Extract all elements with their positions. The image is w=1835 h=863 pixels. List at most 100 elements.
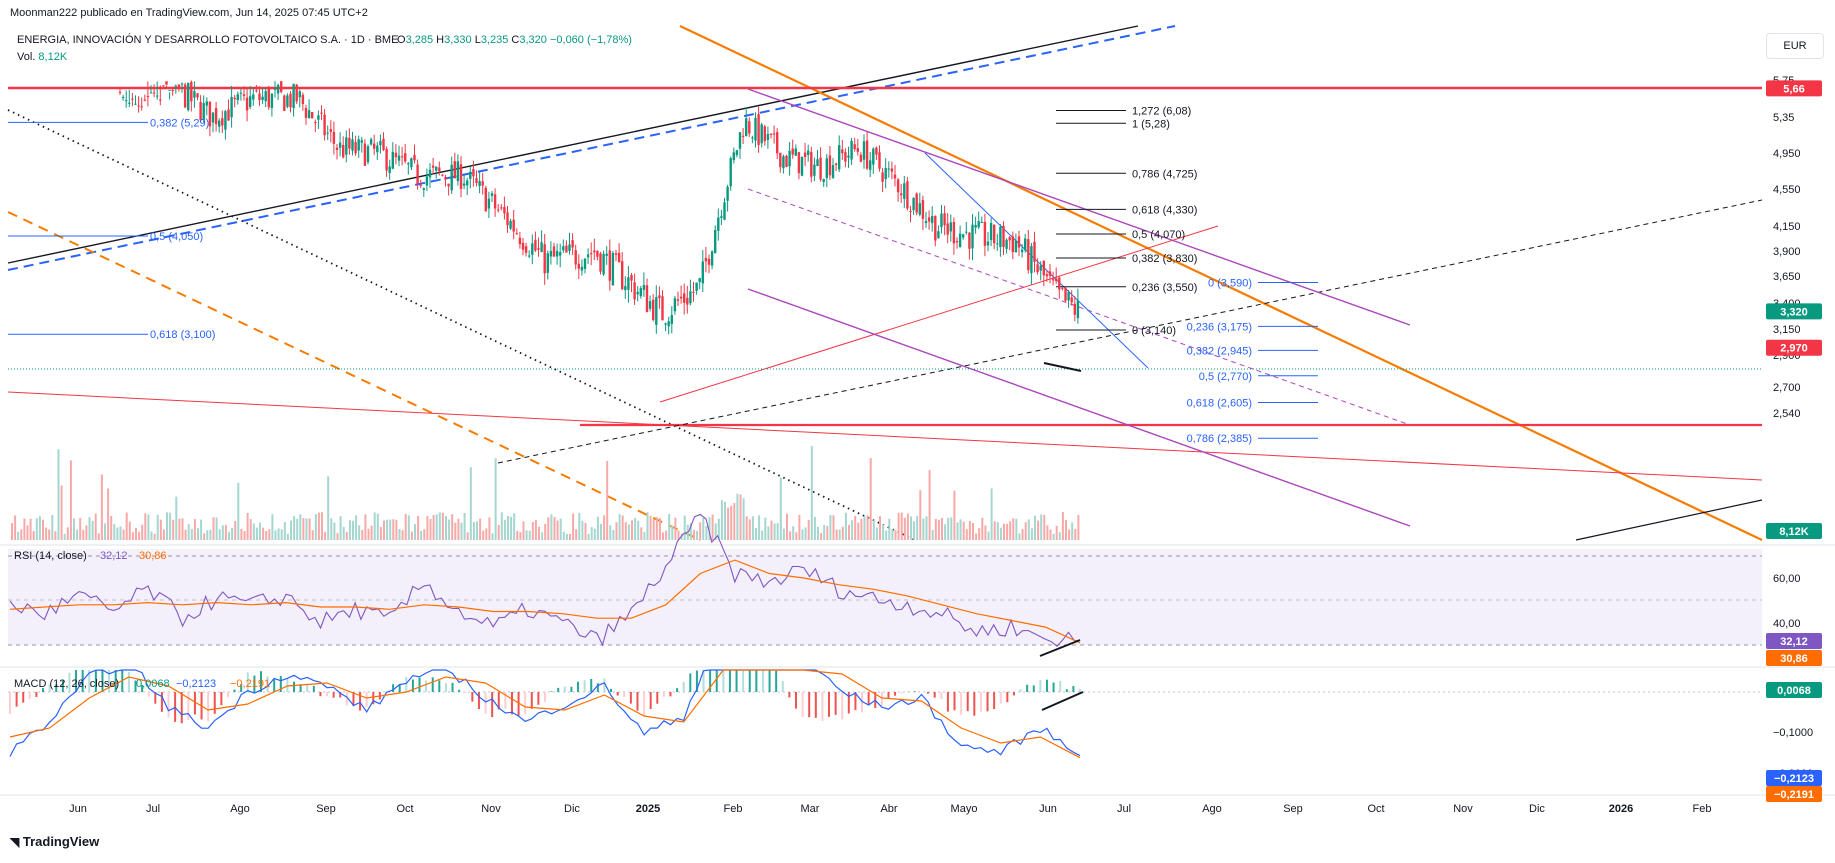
- candle-body: [593, 250, 595, 252]
- volume-bar: [1071, 522, 1073, 540]
- candle-body: [813, 165, 815, 176]
- volume-bar: [411, 532, 413, 540]
- black-future-line: [1576, 500, 1762, 540]
- currency-button[interactable]: EUR: [1766, 33, 1824, 59]
- macd-histogram-bar: [1046, 680, 1048, 692]
- macd-histogram-bar: [835, 692, 837, 715]
- macd-histogram-bar: [168, 692, 170, 718]
- volume-bar: [368, 529, 370, 540]
- macd-divergence-line: [1042, 692, 1083, 710]
- macd-histogram-bar: [828, 692, 830, 717]
- macd-histogram-bar: [1033, 685, 1035, 692]
- volume-bar: [352, 521, 354, 540]
- candle-body: [519, 238, 521, 244]
- candle-body: [280, 81, 282, 92]
- candle-body: [916, 194, 918, 213]
- candle-body: [640, 288, 642, 296]
- macd-histogram-bar: [973, 692, 975, 716]
- volume-bar: [244, 531, 246, 540]
- candle-body: [1027, 239, 1029, 270]
- candle-body: [497, 210, 499, 211]
- candle-body: [1046, 274, 1048, 276]
- candle-body: [463, 184, 465, 186]
- volume-bar: [1059, 532, 1061, 540]
- symbol-name[interactable]: ENERGIA, INNOVACIÓN Y DESARROLLO FOTOVOL…: [17, 34, 398, 46]
- candle-body: [726, 187, 728, 201]
- volume-bar: [256, 528, 258, 540]
- candle-body: [1067, 292, 1069, 300]
- volume-bar: [470, 467, 472, 540]
- volume-bar: [885, 531, 887, 540]
- candle-body: [854, 144, 856, 149]
- volume-bar: [876, 528, 878, 540]
- candle-body: [187, 83, 189, 110]
- volume-bar: [808, 520, 810, 540]
- candle-body: [230, 97, 232, 117]
- volume-bar: [20, 529, 22, 540]
- candle-body: [925, 221, 927, 223]
- time-tick-label: Mar: [801, 803, 820, 815]
- candle-body: [962, 234, 964, 237]
- volume-bar: [764, 518, 766, 540]
- candle-body: [308, 110, 310, 118]
- candle-body: [674, 298, 676, 311]
- change-value: −0,060 (−1,78%): [550, 34, 632, 46]
- tv-brand-text: TradingView: [23, 834, 99, 849]
- candle-body: [134, 104, 136, 105]
- time-tick-label: Jun: [1039, 803, 1057, 815]
- volume-bar: [780, 477, 782, 540]
- macd-histogram-bar: [755, 670, 757, 692]
- macd-histogram-bar: [313, 686, 315, 692]
- volume-bar: [321, 512, 323, 540]
- volume-bar: [510, 517, 512, 540]
- volume-bar: [228, 532, 230, 540]
- candle-body: [432, 166, 434, 168]
- candle-body: [900, 193, 902, 195]
- candle-body: [782, 156, 784, 168]
- candle-body: [717, 217, 719, 230]
- candle-body: [475, 178, 477, 183]
- volume-bar: [206, 530, 208, 540]
- volume-bar: [585, 523, 587, 540]
- candle-body: [959, 234, 961, 247]
- candle-body: [897, 180, 899, 193]
- macd-histogram-bar: [795, 692, 797, 709]
- volume-bar: [972, 523, 974, 540]
- price-badge-label: 5,66: [1783, 83, 1804, 95]
- price-tick-label: 3,150: [1773, 324, 1801, 336]
- volume-bar: [963, 522, 965, 540]
- macd-histogram-bar: [187, 692, 189, 720]
- volume-bar: [969, 521, 971, 540]
- candle-body: [367, 146, 369, 162]
- price-tick-label: 2,700: [1773, 382, 1801, 394]
- candle-body: [677, 299, 679, 300]
- volume-bar: [671, 526, 673, 540]
- macd-histogram-bar: [868, 692, 870, 705]
- macd-histogram-bar: [1072, 686, 1074, 692]
- macd-histogram-bar: [286, 678, 288, 692]
- macd-histogram-bar: [987, 692, 989, 711]
- candle-body: [928, 217, 930, 221]
- candle-body: [686, 298, 688, 305]
- candle-body: [571, 240, 573, 248]
- purple-channel-top: [748, 89, 1410, 325]
- candle-body: [534, 240, 536, 251]
- candle-body: [1033, 242, 1035, 262]
- macd-histogram-bar: [319, 692, 321, 696]
- macd-histogram-bar: [676, 688, 678, 692]
- candle-body: [296, 85, 298, 102]
- volume-bar: [1000, 528, 1002, 540]
- macd-histogram-bar: [478, 692, 480, 709]
- volume-bar: [11, 523, 13, 540]
- candle-body: [327, 133, 329, 134]
- volume-bar: [1019, 533, 1021, 540]
- candle-body: [733, 152, 735, 160]
- volume-bar: [95, 514, 97, 540]
- candle-body: [767, 134, 769, 140]
- volume-bar: [495, 458, 497, 540]
- volume-bar: [222, 525, 224, 540]
- fib-right-label: 0,236 (3,550): [1132, 282, 1197, 294]
- macd-histogram-bar: [181, 692, 183, 723]
